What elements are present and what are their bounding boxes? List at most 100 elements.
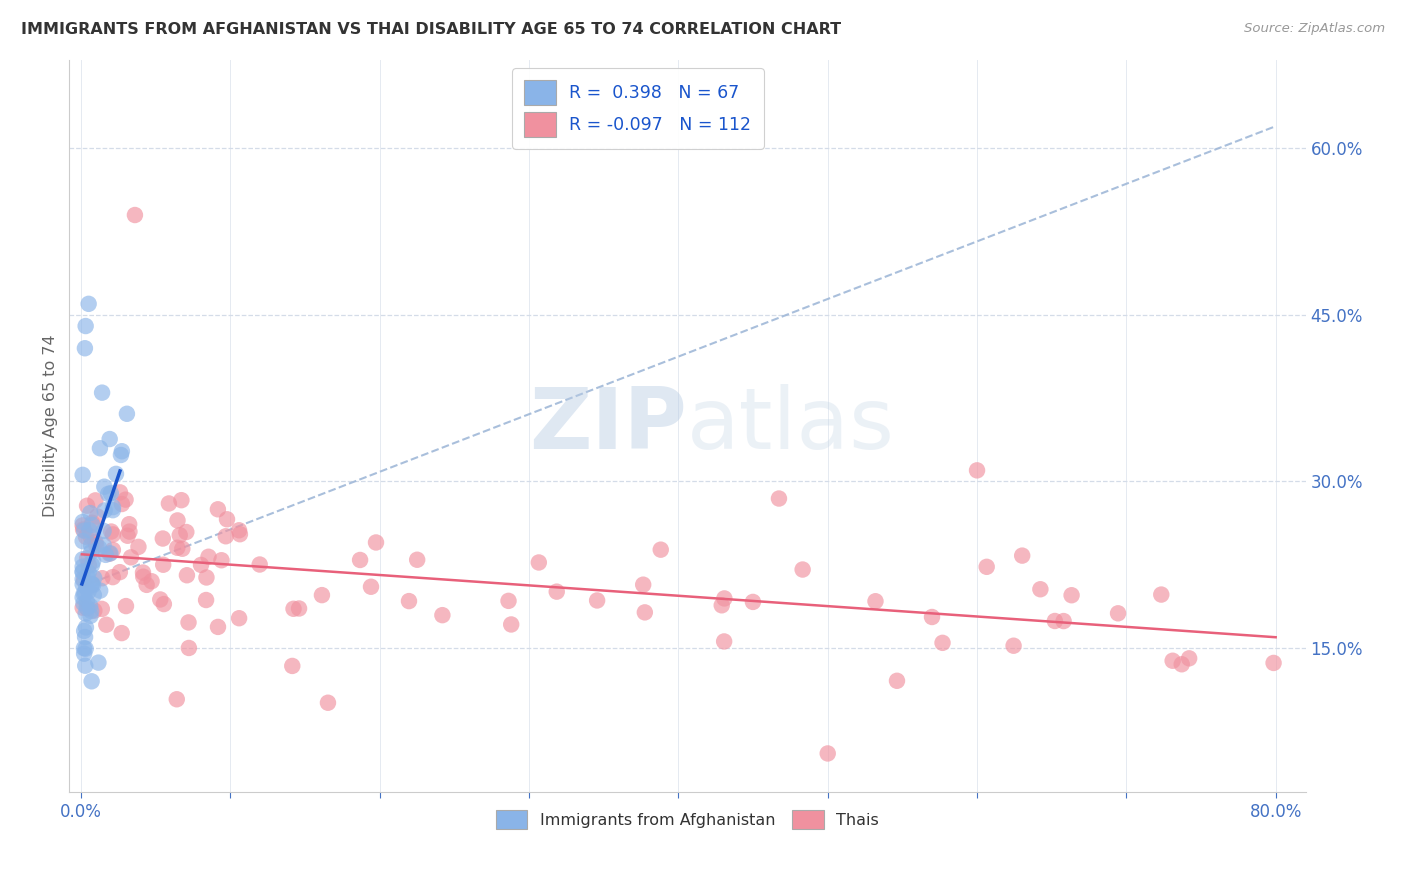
Point <box>215 529 238 543</box>
Point <box>101 503 124 517</box>
Point <box>76 569 98 583</box>
Point <box>229 527 252 541</box>
Point <box>98 432 121 446</box>
Point <box>1107 607 1129 621</box>
Text: Source: ZipAtlas.com: Source: ZipAtlas.com <box>1244 22 1385 36</box>
Point <box>93 524 115 538</box>
Point <box>1161 654 1184 668</box>
Point <box>72 591 94 605</box>
Point <box>72 566 94 580</box>
Point <box>100 524 122 539</box>
Text: atlas: atlas <box>688 384 896 467</box>
Point <box>710 599 733 613</box>
Point <box>72 523 94 537</box>
Point <box>349 553 371 567</box>
Point <box>111 497 134 511</box>
Point <box>80 558 103 573</box>
Point <box>72 559 94 574</box>
Point <box>207 502 229 516</box>
Point <box>72 534 94 549</box>
Point <box>76 600 98 615</box>
Point <box>1029 582 1052 597</box>
Point <box>135 578 157 592</box>
Point <box>207 620 229 634</box>
Text: ZIP: ZIP <box>530 384 688 467</box>
Point <box>166 692 188 706</box>
Point <box>90 602 112 616</box>
Point <box>72 597 94 611</box>
Point <box>249 558 271 572</box>
Point <box>931 636 953 650</box>
Point <box>100 486 122 500</box>
Point <box>100 546 122 560</box>
Point <box>83 604 105 618</box>
Point <box>98 547 121 561</box>
Point <box>886 673 908 688</box>
Point <box>153 597 176 611</box>
Point <box>79 529 101 543</box>
Point <box>73 624 96 638</box>
Point <box>75 658 97 673</box>
Point <box>77 558 100 572</box>
Point <box>124 208 146 222</box>
Point <box>82 554 104 568</box>
Point <box>73 586 96 600</box>
Point <box>75 607 97 621</box>
Point <box>742 595 765 609</box>
Point <box>281 659 304 673</box>
Point <box>817 747 839 761</box>
Point <box>117 529 139 543</box>
Point <box>72 600 94 615</box>
Point <box>76 595 98 609</box>
Point <box>1170 657 1192 672</box>
Legend: Immigrants from Afghanistan, Thais: Immigrants from Afghanistan, Thais <box>489 804 886 836</box>
Point <box>228 523 250 537</box>
Point <box>80 577 103 591</box>
Point <box>101 542 124 557</box>
Point <box>94 548 117 562</box>
Point <box>76 499 98 513</box>
Point <box>157 496 180 510</box>
Point <box>72 572 94 586</box>
Point <box>195 570 218 584</box>
Point <box>141 574 163 589</box>
Point <box>83 571 105 585</box>
Point <box>586 593 609 607</box>
Point <box>546 584 568 599</box>
Point <box>111 444 134 458</box>
Point <box>89 583 111 598</box>
Point <box>976 559 998 574</box>
Point <box>631 577 654 591</box>
Point <box>84 535 107 549</box>
Point <box>101 570 124 584</box>
Point <box>79 599 101 613</box>
Point <box>865 594 887 608</box>
Point <box>1002 639 1025 653</box>
Point <box>73 647 96 661</box>
Point <box>921 610 943 624</box>
Point <box>111 626 134 640</box>
Point <box>713 591 735 606</box>
Point <box>197 549 219 564</box>
Point <box>195 593 218 607</box>
Point <box>93 503 115 517</box>
Point <box>96 617 118 632</box>
Point <box>177 615 200 630</box>
Point <box>86 509 108 524</box>
Point <box>132 566 155 580</box>
Point <box>80 576 103 591</box>
Point <box>87 656 110 670</box>
Point <box>118 517 141 532</box>
Point <box>364 535 387 549</box>
Point <box>166 541 188 555</box>
Point <box>97 487 120 501</box>
Point <box>72 577 94 591</box>
Point <box>1052 614 1074 628</box>
Point <box>152 532 174 546</box>
Point <box>406 553 429 567</box>
Point <box>82 578 104 592</box>
Point <box>501 617 523 632</box>
Point <box>1178 651 1201 665</box>
Point <box>80 538 103 552</box>
Point <box>83 588 105 602</box>
